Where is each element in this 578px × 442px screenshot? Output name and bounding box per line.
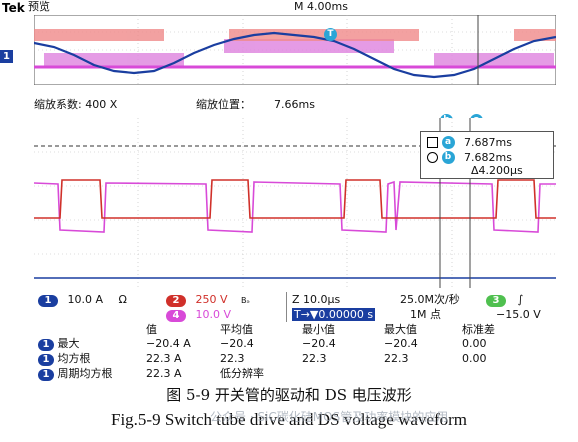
ch4-tag: 4 [166, 310, 186, 322]
cursor-delta: Δ4.200μs [471, 164, 523, 177]
ch2-tag: 2 [166, 295, 186, 307]
cursor-a-row: a 7.687ms [427, 136, 512, 149]
horizontal-timebase[interactable]: Z 10.0μs [292, 293, 341, 306]
record-length: 1M 点 [410, 308, 441, 321]
trigger-level: −15.0 V [496, 308, 541, 321]
table-cell: −20.4 A [146, 337, 191, 350]
header-max: 最大值 [384, 323, 417, 336]
overview-waveform [33, 14, 557, 86]
cursor-readout: a 7.687ms b 7.682ms Δ4.200μs [420, 131, 554, 179]
header-value: 值 [146, 323, 157, 336]
zoom-factor: 缩放系数: 400 X [34, 98, 118, 111]
bandwidth-icon: Bₔ [241, 296, 250, 305]
ch1-tag: 1 [38, 295, 58, 307]
ch2-scale: 250 V [195, 293, 228, 306]
overview-window [33, 14, 557, 86]
table-row[interactable]: 1 周期均方根 [38, 368, 113, 381]
ch4-trace [33, 180, 556, 233]
square-icon [427, 137, 438, 148]
header-mean: 平均值 [220, 323, 253, 336]
ch1-status[interactable]: 1 10.0 A Ω [38, 294, 127, 307]
table-cell: 22.3 [220, 352, 245, 365]
tek-logo: Tek [2, 1, 25, 15]
ch4-scale: 10.0 V [195, 308, 232, 321]
watermark: 公众号 · SiC碳化硅MOS管及功率模块的应用 [210, 410, 449, 424]
table-cell: 低分辨率 [220, 367, 264, 380]
mode-label: 预览 [28, 0, 50, 13]
table-row[interactable]: 1 均方根 [38, 353, 91, 366]
ch4-status[interactable]: 4 10.0 V [166, 309, 231, 322]
ch3-tag: 3 [486, 295, 506, 307]
cursor-a-tag: a [441, 136, 455, 149]
ch2-status[interactable]: 2 250 V Bₔ [166, 294, 250, 307]
overview-trigger-marker[interactable]: T [324, 28, 337, 41]
trigger-slope-icon: ∫ [517, 293, 524, 306]
header-min: 最小值 [302, 323, 335, 336]
figure-caption-cn: 图 5-9 开关管的驱动和 DS 电压波形 [166, 386, 412, 404]
table-cell: 22.3 A [146, 352, 182, 365]
table-row[interactable]: 1 最大 [38, 338, 80, 351]
ch1-marker[interactable]: 1 [0, 50, 13, 63]
trigger-status[interactable]: 3 ∫ [486, 294, 523, 307]
table-cell: −20.4 [384, 337, 418, 350]
row-name: 周期均方根 [57, 367, 113, 380]
table-cell: 22.3 [302, 352, 327, 365]
zoom-position-label: 缩放位置： [196, 98, 251, 111]
sample-rate: 25.0M次/秒 [400, 293, 460, 306]
header-stddev: 标准差 [462, 323, 495, 336]
cursor-b-row: b 7.682ms [427, 151, 512, 164]
ohm-icon: Ω [118, 293, 127, 306]
oscilloscope-screen: Tek 预览 M 4.00ms [0, 0, 578, 381]
zoom-position-value: 7.66ms [274, 98, 315, 111]
table-cell: −20.4 [302, 337, 336, 350]
ch1-overview-trace [33, 31, 557, 79]
horizontal-position[interactable]: T→▼0.00000 s [292, 308, 376, 321]
cursor-b-time: 7.682ms [464, 150, 512, 164]
table-cell: 22.3 A [146, 367, 182, 380]
table-cell: 22.3 [384, 352, 409, 365]
channel-status-bar: 1 10.0 A Ω 2 250 V Bₔ 4 10.0 V Z 10.0μs … [34, 290, 556, 324]
top-bar: Tek 预览 M 4.00ms [0, 0, 578, 16]
cursor-b-tag: b [441, 151, 455, 164]
ch1-scale: 10.0 A [67, 293, 104, 306]
zoom-info-bar: 缩放系数: 400 X 缩放位置： 7.66ms [34, 98, 556, 112]
table-cell: 0.00 [462, 337, 487, 350]
cursor-a-time: 7.687ms [464, 135, 512, 149]
figure-caption-en: Fig.5-9 Switch tube drive and DS voltage… [111, 410, 467, 429]
table-cell: 0.00 [462, 352, 487, 365]
row-name: 均方根 [57, 352, 91, 365]
table-cell: −20.4 [220, 337, 254, 350]
trigger-pos-icon: T→▼0.00000 s [292, 308, 376, 321]
row-name: 最大 [57, 337, 80, 350]
ch2-trace [34, 179, 556, 219]
circle-icon [427, 152, 438, 163]
main-timebase: M 4.00ms [294, 0, 348, 13]
measurement-table: 值 平均值 最小值 最大值 标准差 1 最大 −20.4 A −20.4 −20… [34, 324, 556, 381]
